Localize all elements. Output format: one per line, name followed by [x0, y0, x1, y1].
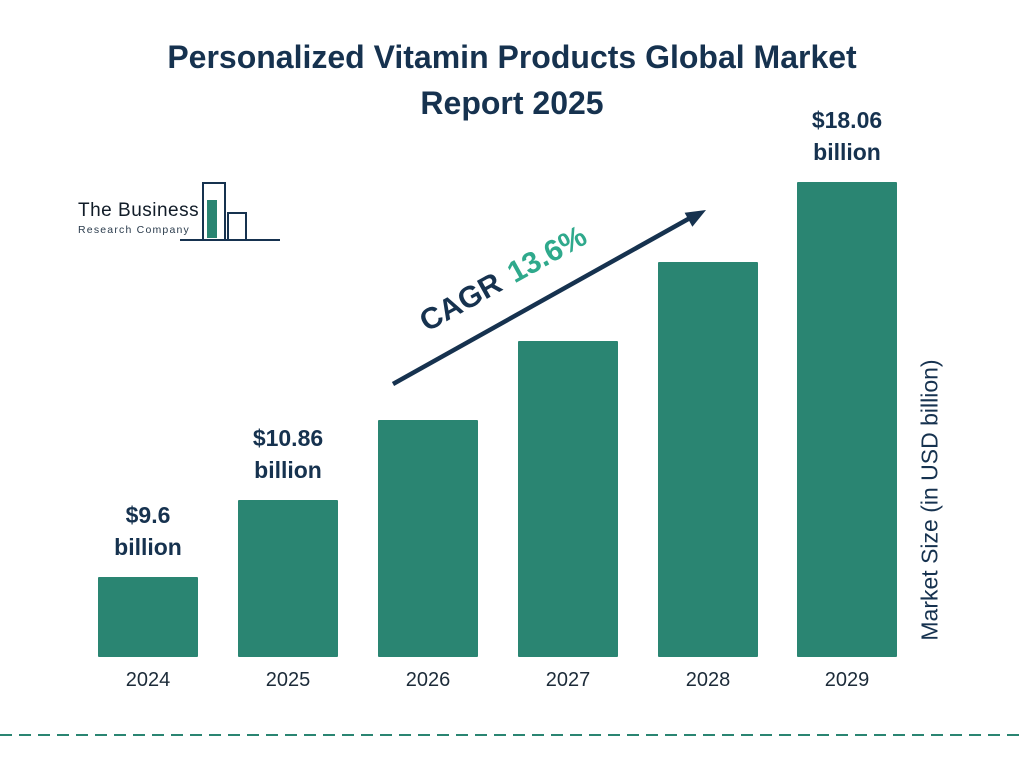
x-tick-2028: 2028	[685, 669, 731, 691]
x-tick-2027: 2027	[545, 669, 591, 691]
logo-chart-icon	[180, 182, 280, 241]
logo-name-line1: The Business	[78, 200, 200, 221]
value-label-2024: $9.6 billion	[114, 502, 182, 560]
bar-2025	[238, 500, 338, 657]
bar-2024	[98, 577, 198, 657]
page-title: Personalized Vitamin Products Global Mar…	[167, 39, 857, 122]
value-label-2029: $18.06 billion	[811, 107, 883, 165]
x-tick-2029: 2029	[824, 669, 870, 691]
logo-name-line2: Research Company	[78, 224, 190, 236]
bar-2028	[658, 262, 758, 657]
x-tick-2026: 2026	[405, 669, 451, 691]
bar-2029	[797, 182, 897, 657]
bar-2027	[518, 341, 618, 657]
x-tick-2024: 2024	[125, 669, 171, 691]
x-tick-2025: 2025	[265, 669, 311, 691]
bar-2026	[378, 420, 478, 657]
y-axis-label: Market Size (in USD billion)	[916, 359, 943, 641]
bottom-dashed-divider	[0, 734, 1024, 736]
logo-text: The Business Research Company	[78, 200, 199, 236]
company-logo: The Business Research Company	[70, 176, 285, 248]
value-label-2025: $10.86 billion	[252, 425, 324, 483]
